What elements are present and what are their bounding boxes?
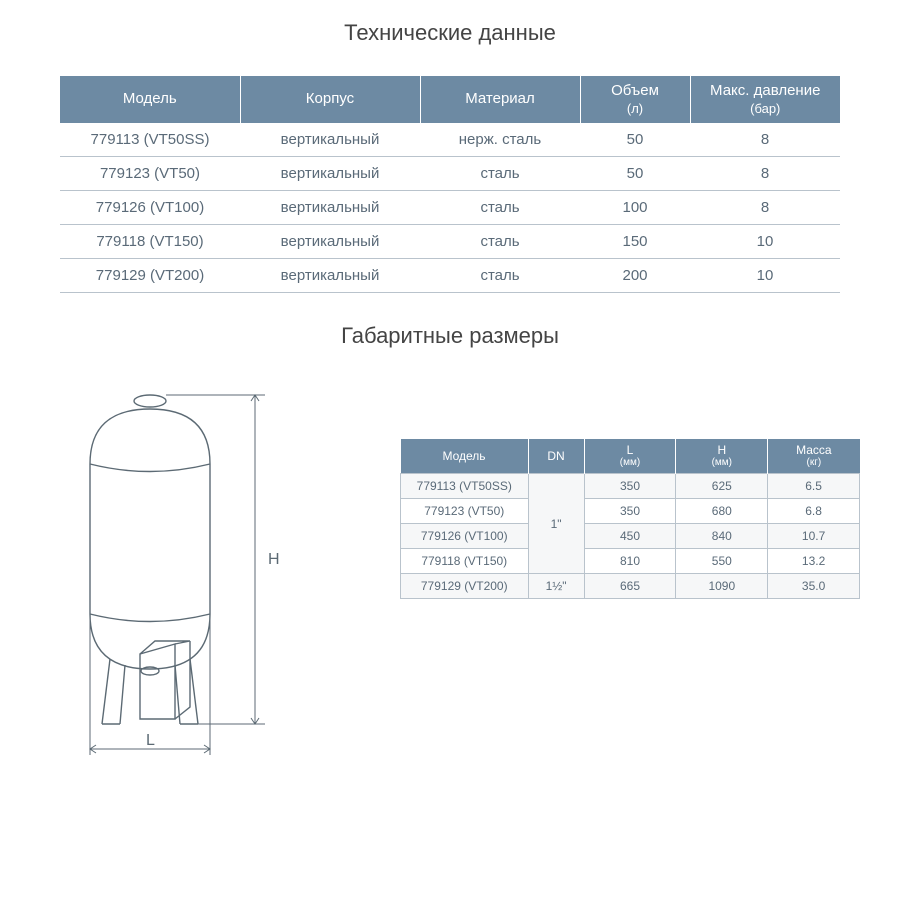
dims-cell-model: 779126 (VT100) xyxy=(401,524,529,549)
dims-th-l-sub: (мм) xyxy=(591,457,670,469)
specs-cell-volume: 150 xyxy=(580,225,690,259)
specs-th-body: Корпус xyxy=(240,76,420,123)
dimensions-table: Модель DN L (мм) H (мм) Масса (кг) xyxy=(400,439,860,599)
specs-th-pressure-main: Макс. давление xyxy=(710,82,820,99)
specs-cell-volume: 100 xyxy=(580,191,690,225)
dims-cell-model: 779118 (VT150) xyxy=(401,549,529,574)
specs-cell-material: сталь xyxy=(420,259,580,293)
specs-row: 779113 (VT50SS) вертикальный нерж. сталь… xyxy=(60,123,840,157)
specs-cell-material: сталь xyxy=(420,191,580,225)
section2-title: Габаритные размеры xyxy=(40,323,860,349)
specs-th-pressure: Макс. давление (бар) xyxy=(690,76,840,123)
specs-th-volume-sub: (л) xyxy=(589,101,682,117)
dims-cell-h: 680 xyxy=(676,499,768,524)
specs-cell-body: вертикальный xyxy=(240,157,420,191)
dims-row: 779123 (VT50) 350 680 6.8 xyxy=(401,499,860,524)
dims-cell-h: 840 xyxy=(676,524,768,549)
diagram-label-l: L xyxy=(146,732,155,749)
dims-cell-dn-merged: 1" xyxy=(528,474,584,574)
specs-row: 779126 (VT100) вертикальный сталь 100 8 xyxy=(60,191,840,225)
specs-cell-model: 779126 (VT100) xyxy=(60,191,240,225)
specs-table: Модель Корпус Материал Объем (л) Макс. д… xyxy=(60,76,840,293)
specs-cell-model: 779129 (VT200) xyxy=(60,259,240,293)
dims-cell-mass: 6.8 xyxy=(768,499,860,524)
dims-th-mass-main: Масса xyxy=(796,443,831,457)
dims-th-l: L (мм) xyxy=(584,439,676,474)
specs-row: 779123 (VT50) вертикальный сталь 50 8 xyxy=(60,157,840,191)
specs-cell-pressure: 8 xyxy=(690,123,840,157)
dims-row: 779129 (VT200) 1½" 665 1090 35.0 xyxy=(401,574,860,599)
specs-cell-pressure: 10 xyxy=(690,225,840,259)
section1-title: Технические данные xyxy=(40,20,860,46)
dims-cell-l: 810 xyxy=(584,549,676,574)
dims-row: 779118 (VT150) 810 550 13.2 xyxy=(401,549,860,574)
specs-th-model: Модель xyxy=(60,76,240,123)
dims-cell-model: 779129 (VT200) xyxy=(401,574,529,599)
specs-cell-pressure: 8 xyxy=(690,191,840,225)
specs-th-volume: Объем (л) xyxy=(580,76,690,123)
specs-cell-body: вертикальный xyxy=(240,225,420,259)
dims-cell-h: 1090 xyxy=(676,574,768,599)
specs-cell-material: сталь xyxy=(420,157,580,191)
diagram-label-h: H xyxy=(268,551,280,568)
specs-cell-material: нерж. сталь xyxy=(420,123,580,157)
specs-cell-body: вертикальный xyxy=(240,259,420,293)
specs-row: 779118 (VT150) вертикальный сталь 150 10 xyxy=(60,225,840,259)
dims-cell-dn: 1½" xyxy=(528,574,584,599)
dims-cell-model: 779123 (VT50) xyxy=(401,499,529,524)
dims-row: 779113 (VT50SS) 1" 350 625 6.5 xyxy=(401,474,860,499)
specs-cell-model: 779118 (VT150) xyxy=(60,225,240,259)
dims-th-h-sub: (мм) xyxy=(682,457,761,469)
dims-cell-h: 625 xyxy=(676,474,768,499)
dims-cell-h: 550 xyxy=(676,549,768,574)
dims-th-h-main: H xyxy=(717,443,726,457)
specs-row: 779129 (VT200) вертикальный сталь 200 10 xyxy=(60,259,840,293)
dims-th-l-main: L xyxy=(627,443,634,457)
dims-cell-mass: 35.0 xyxy=(768,574,860,599)
dims-cell-mass: 10.7 xyxy=(768,524,860,549)
specs-th-pressure-sub: (бар) xyxy=(699,101,833,117)
specs-cell-material: сталь xyxy=(420,225,580,259)
dims-cell-l: 350 xyxy=(584,499,676,524)
specs-cell-model: 779113 (VT50SS) xyxy=(60,123,240,157)
specs-cell-volume: 200 xyxy=(580,259,690,293)
specs-th-volume-main: Объем xyxy=(611,82,659,99)
dims-th-mass-sub: (кг) xyxy=(774,457,853,469)
specs-th-material: Материал xyxy=(420,76,580,123)
specs-cell-body: вертикальный xyxy=(240,123,420,157)
dims-cell-l: 450 xyxy=(584,524,676,549)
specs-cell-pressure: 8 xyxy=(690,157,840,191)
specs-cell-body: вертикальный xyxy=(240,191,420,225)
dims-th-h: H (мм) xyxy=(676,439,768,474)
specs-cell-pressure: 10 xyxy=(690,259,840,293)
dims-cell-l: 665 xyxy=(584,574,676,599)
specs-cell-model: 779123 (VT50) xyxy=(60,157,240,191)
tank-diagram: H L xyxy=(40,379,360,759)
dims-cell-mass: 6.5 xyxy=(768,474,860,499)
dims-row: 779126 (VT100) 450 840 10.7 xyxy=(401,524,860,549)
dims-cell-model: 779113 (VT50SS) xyxy=(401,474,529,499)
dims-th-mass: Масса (кг) xyxy=(768,439,860,474)
dims-th-dn: DN xyxy=(528,439,584,474)
dims-cell-l: 350 xyxy=(584,474,676,499)
specs-cell-volume: 50 xyxy=(580,157,690,191)
specs-cell-volume: 50 xyxy=(580,123,690,157)
dims-cell-mass: 13.2 xyxy=(768,549,860,574)
dims-th-model: Модель xyxy=(401,439,529,474)
